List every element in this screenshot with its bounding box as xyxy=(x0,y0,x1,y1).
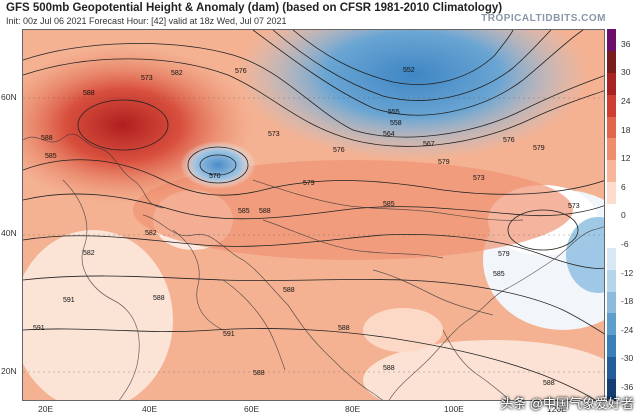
east-cool-anomaly xyxy=(566,217,604,293)
contour-label: 576 xyxy=(235,68,247,75)
height-contours xyxy=(23,30,604,400)
graticule xyxy=(23,97,604,373)
chart-title: GFS 500mb Geopotential Height & Anomaly … xyxy=(6,2,503,14)
colorbar-tick: 0 xyxy=(621,210,626,220)
contour-label: 585 xyxy=(45,153,57,160)
lon-label-80e: 80E xyxy=(345,404,361,414)
lon-label-60e: 60E xyxy=(244,404,260,414)
colorbar-segment xyxy=(607,50,616,73)
contour-label: 582 xyxy=(83,250,95,257)
contour-label: 585 xyxy=(493,271,505,278)
lon-label-100e: 100E xyxy=(444,404,464,414)
colorbar-tick: -30 xyxy=(621,353,634,363)
contour-label: 588 xyxy=(41,135,53,142)
map-svg: 573 576 579 582 585 588 591 552 555 558 … xyxy=(23,30,604,400)
colorbar-tick: 24 xyxy=(621,96,631,106)
contour-label: 588 xyxy=(338,325,350,332)
contour-label: 588 xyxy=(259,208,271,215)
neutral-patch xyxy=(363,308,443,352)
colorbar-tick: -24 xyxy=(621,325,634,335)
contour-label: 591 xyxy=(33,325,45,332)
colorbar-segment xyxy=(607,291,616,314)
colorbar-segment xyxy=(607,225,616,248)
contour-label: 552 xyxy=(403,67,415,74)
contour-label: 588 xyxy=(83,90,95,97)
lat-label-20n: 20N xyxy=(1,366,17,376)
colorbar-segment xyxy=(607,335,616,358)
lat-label-40n: 40N xyxy=(1,228,17,238)
colorbar-tick: 18 xyxy=(621,125,631,135)
contour-label: 582 xyxy=(171,70,183,77)
lon-label-20e: 20E xyxy=(38,404,54,414)
contour-label: 579 xyxy=(533,145,545,152)
contour-label: 573 xyxy=(268,131,280,138)
contour-label: 567 xyxy=(423,141,435,148)
contour-label: 588 xyxy=(543,380,555,387)
neutral-patch xyxy=(23,230,173,400)
colorbar-segment xyxy=(607,269,616,292)
colorbar-segment xyxy=(607,160,616,183)
coastlines xyxy=(23,133,604,400)
watermark: 头条 @中国气象爱好者 xyxy=(500,396,634,411)
contour-label: 576 xyxy=(503,137,515,144)
contour-label: 582 xyxy=(145,230,157,237)
cutoff-low-anomaly xyxy=(180,141,256,189)
contour-label: 576 xyxy=(333,147,345,154)
colorbar-tick: 30 xyxy=(621,67,631,77)
contour-label: 573 xyxy=(141,75,153,82)
colorbar-tick: 6 xyxy=(621,182,626,192)
colorbar-tick: -6 xyxy=(621,239,629,249)
lon-label-40e: 40E xyxy=(142,404,158,414)
contour-label: 579 xyxy=(438,159,450,166)
colorbar xyxy=(607,29,616,401)
colorbar-segment xyxy=(607,313,616,336)
colorbar-segment xyxy=(607,72,616,95)
colorbar-segment xyxy=(607,116,616,139)
contour-label: 579 xyxy=(498,251,510,258)
contour-label: 564 xyxy=(383,131,395,138)
colorbar-segment xyxy=(607,29,616,51)
colorbar-segment xyxy=(607,247,616,270)
contour-label: 588 xyxy=(283,287,295,294)
contour-label: 591 xyxy=(223,331,235,338)
colorbar-segment xyxy=(607,204,616,226)
colorbar-tick: -36 xyxy=(621,382,634,392)
map-area: 573 576 579 582 585 588 591 552 555 558 … xyxy=(22,29,605,401)
lat-label-60n: 60N xyxy=(1,92,17,102)
contour-label: 585 xyxy=(238,208,250,215)
contour-label: 570 xyxy=(209,173,221,180)
colorbar-segment xyxy=(607,94,616,117)
contour-labels: 573 576 579 582 585 588 591 552 555 558 … xyxy=(33,67,580,387)
contour-label: 591 xyxy=(63,297,75,304)
contour-label: 588 xyxy=(253,370,265,377)
contour-label: 573 xyxy=(568,203,580,210)
chart-subtitle: Init: 00z Jul 06 2021 Forecast Hour: [42… xyxy=(6,16,287,26)
contour-label: 588 xyxy=(383,365,395,372)
contour-label: 555 xyxy=(388,109,400,116)
trough-anomaly xyxy=(238,30,588,160)
colorbar-tick: 36 xyxy=(621,39,631,49)
contour-label: 573 xyxy=(473,175,485,182)
contour-label: 585 xyxy=(383,201,395,208)
colorbar-segment xyxy=(607,138,616,161)
neutral-patch xyxy=(363,340,604,400)
contour-label: 558 xyxy=(390,120,402,127)
contour-label: 579 xyxy=(303,180,315,187)
colorbar-segment xyxy=(607,379,616,401)
colorbar-segment xyxy=(607,182,616,204)
colorbar-tick: 12 xyxy=(621,153,631,163)
lon-label-120e: 120E xyxy=(547,404,567,414)
colorbar-segment xyxy=(607,357,616,379)
brand-logo: TROPICALTIDBITS.COM xyxy=(481,13,606,24)
colorbar-tick: -12 xyxy=(621,268,634,278)
contour-label: 588 xyxy=(153,295,165,302)
colorbar-tick: -18 xyxy=(621,296,634,306)
